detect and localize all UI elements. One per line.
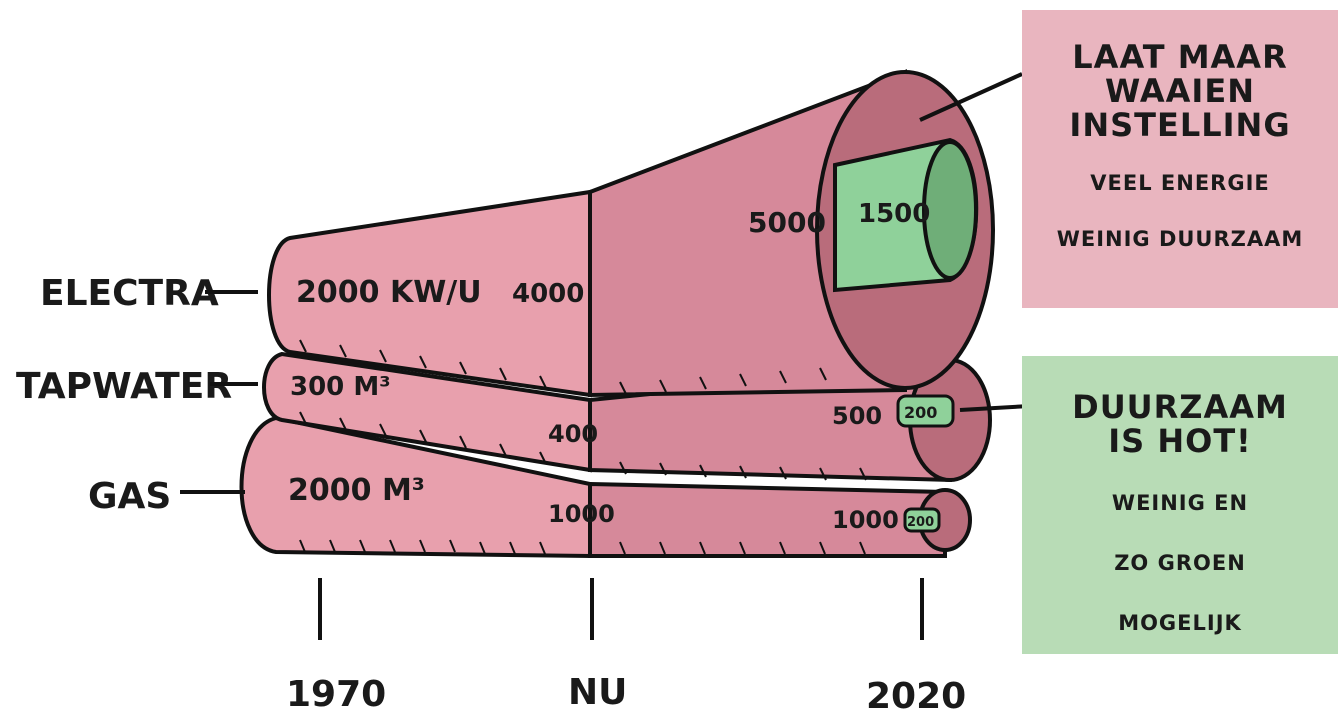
green-sub-line-3: MOGELIJK	[1118, 611, 1242, 635]
red-sub-line-1: VEEL ENERGIE	[1090, 171, 1270, 195]
electra-label: ELECTRA	[40, 273, 219, 314]
value-labels: 2000 KW/U 4000 5000 1500 300 M³ 400 500 …	[288, 199, 937, 534]
timeline-1970-label: 1970	[286, 674, 386, 715]
gas-2020-green-value: 200	[907, 515, 934, 530]
gas-nu-value: 1000	[548, 500, 615, 528]
timeline: 1970 NU 2020	[286, 578, 966, 717]
electra-2020-value: 5000	[748, 206, 826, 239]
green-headline-line-2: IS HOT!	[1108, 422, 1252, 460]
gas-1970-value: 2000 M³	[288, 473, 425, 508]
tapwater-nu-value: 400	[548, 420, 598, 448]
red-headline-line-2: WAAIEN	[1105, 72, 1255, 110]
green-headline-line-1: DUURZAAM	[1072, 388, 1288, 426]
gas-pipe	[239, 415, 972, 559]
gas-label: GAS	[88, 476, 171, 517]
callout-box-red: LAAT MAAR WAAIEN INSTELLING VEEL ENERGIE…	[1022, 10, 1338, 308]
tapwater-2020-value: 500	[832, 402, 882, 430]
gas-2020-value: 1000	[832, 506, 899, 534]
gas-green-core	[903, 507, 941, 533]
tapwater-label: TAPWATER	[16, 366, 232, 407]
timeline-nu-label: NU	[568, 672, 627, 713]
tapwater-green-core	[896, 394, 955, 428]
electra-pipe	[267, 69, 995, 398]
green-sub-line-1: WEINIG EN	[1111, 491, 1249, 515]
callout-box-green: DUURZAAM IS HOT! WEINIG EN ZO GROEN MOGE…	[1022, 356, 1338, 654]
tapwater-1970-value: 300 M³	[290, 372, 391, 402]
red-sub-line-2: WEINIG DUURZAAM	[1056, 227, 1304, 251]
red-headline-line-1: LAAT MAAR	[1072, 38, 1288, 76]
electra-nu-value: 4000	[512, 279, 584, 309]
electra-1970-value: 2000 KW/U	[296, 275, 482, 310]
timeline-2020-label: 2020	[866, 676, 966, 717]
electra-2020-green-value: 1500	[858, 199, 930, 229]
red-headline-line-3: INSTELLING	[1069, 106, 1291, 144]
red-callout-connector	[919, 72, 1023, 122]
green-callout-connector	[959, 404, 1031, 412]
green-sub-line-2: ZO GROEN	[1114, 551, 1246, 575]
row-labels: ELECTRA TAPWATER GAS	[16, 273, 258, 517]
tapwater-2020-green-value: 200	[904, 403, 937, 422]
